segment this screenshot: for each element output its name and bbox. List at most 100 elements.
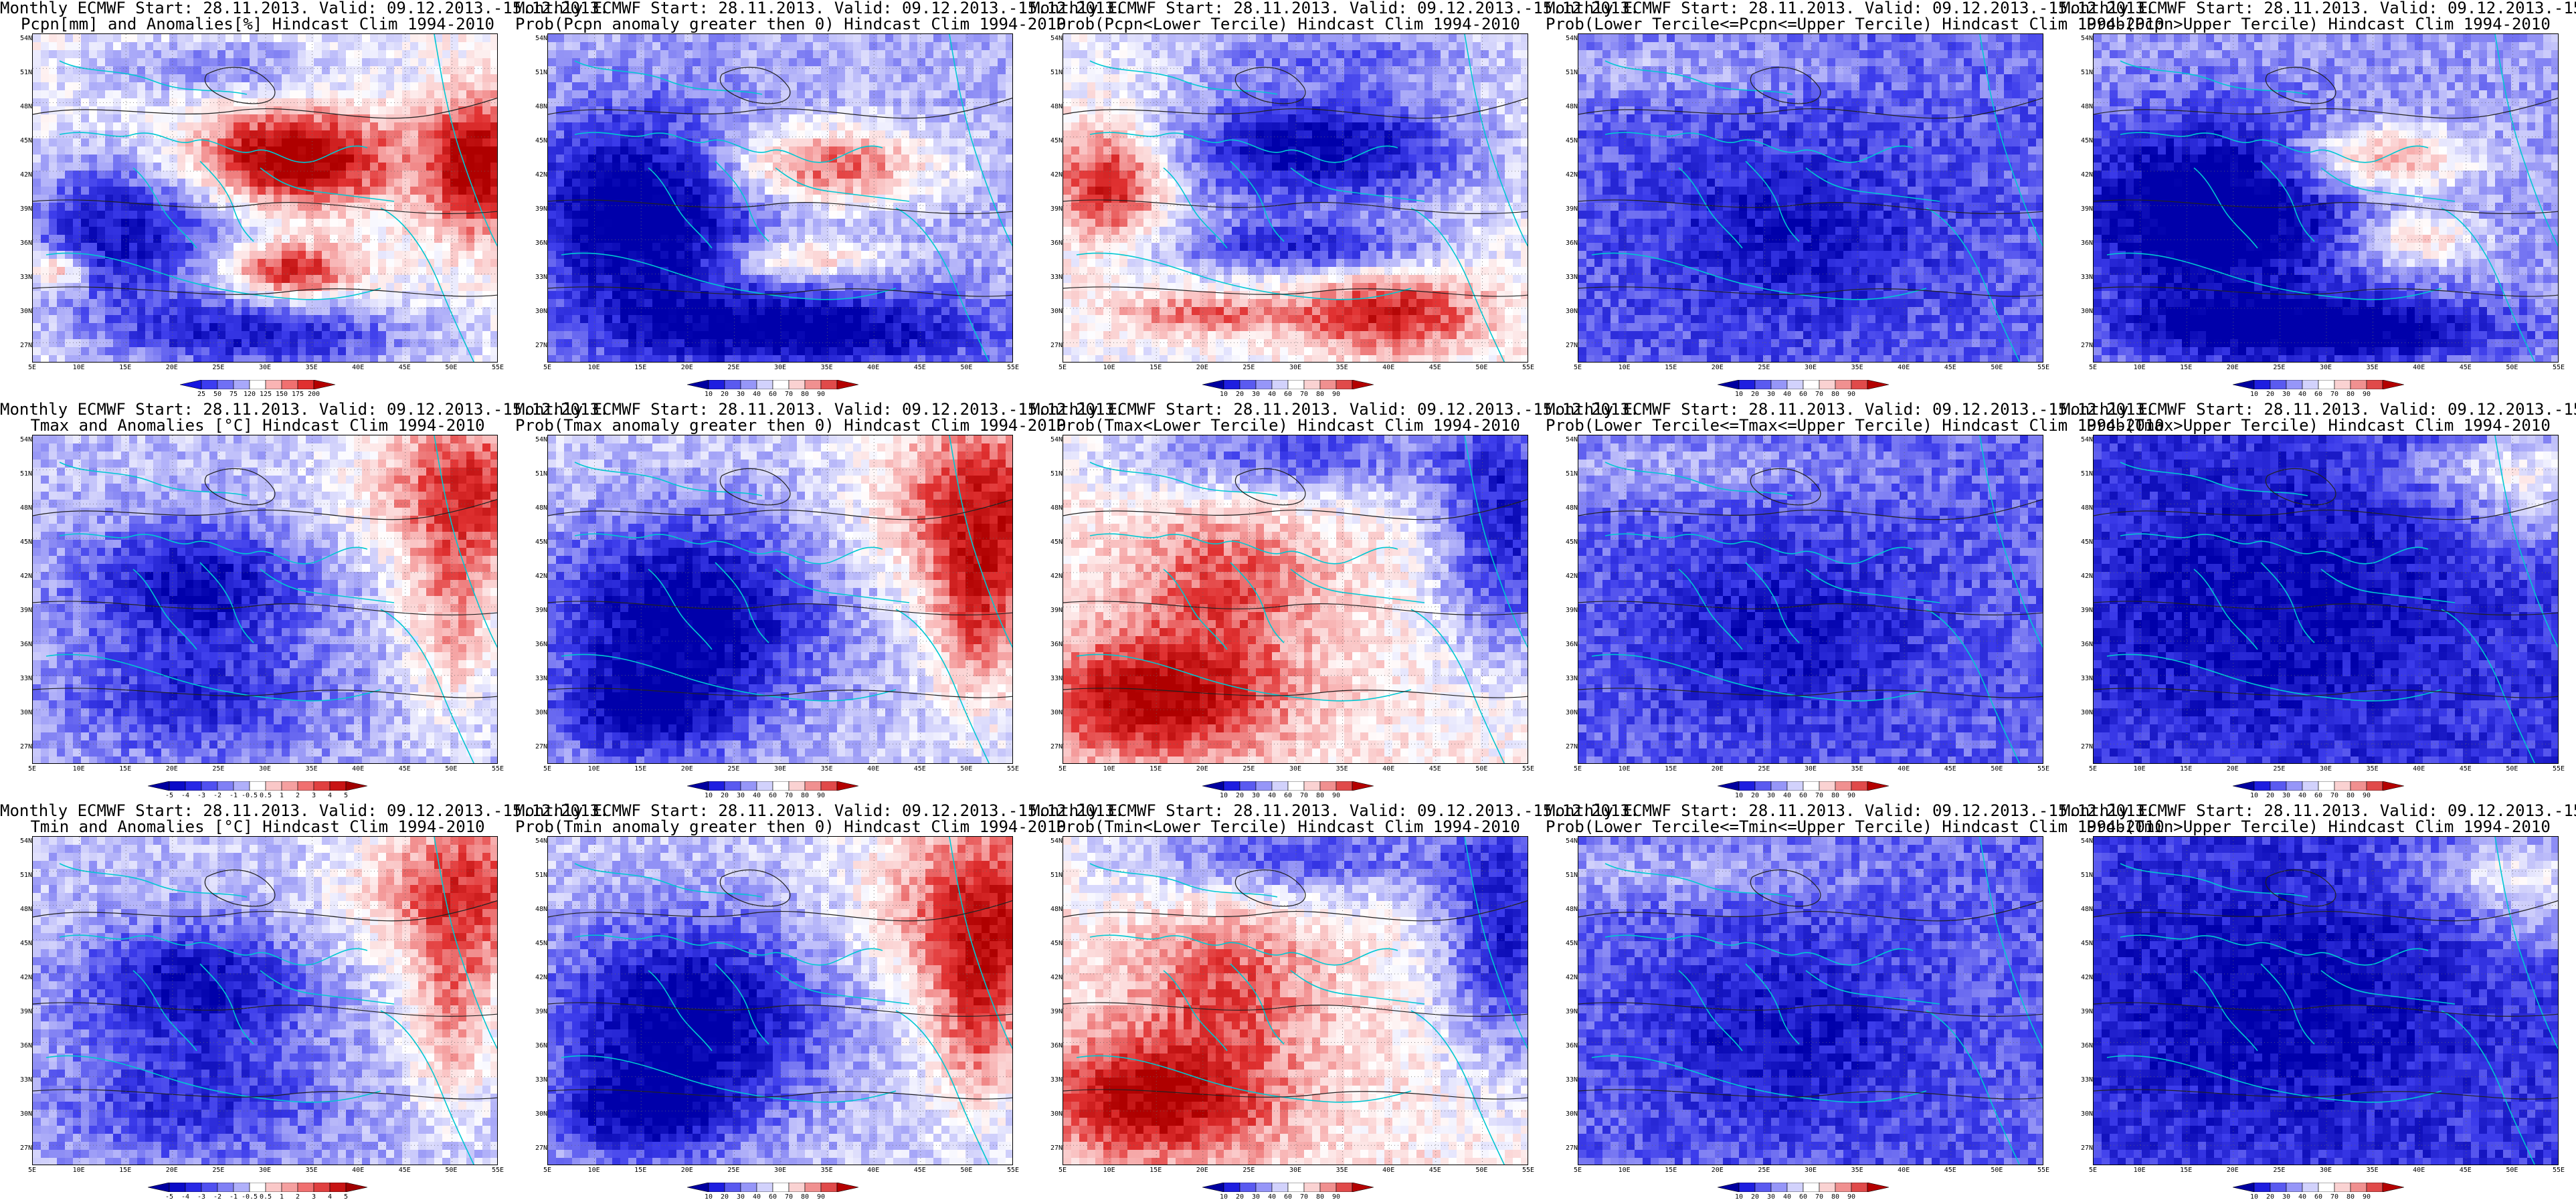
lon-tick-label: 25E [1243, 765, 1255, 773]
lon-tick-label: 35E [2367, 364, 2379, 371]
colorbar [1202, 781, 1374, 791]
lon-tick-label: 30E [259, 1167, 271, 1174]
lon-tick-label: 45E [914, 364, 926, 371]
lon-tick-label: 10E [588, 1167, 600, 1174]
lon-tick-label: 55E [2553, 364, 2565, 371]
panel-title-line2: Prob(Pcpn>Upper Tercile) Hindcast Clim 1… [2061, 16, 2576, 32]
colorbar-segment [2233, 1183, 2255, 1192]
lat-tick-label: 33N [1556, 274, 1578, 281]
lat-tick-label: 33N [2072, 274, 2093, 281]
lon-tick-label: 40E [2413, 1167, 2425, 1174]
colorbar-label: 40 [1268, 1193, 1276, 1201]
colorbar [1718, 380, 1889, 389]
lon-tick-label: 35E [1851, 765, 1863, 773]
map-panel: Monthly ECMWF Start: 28.11.2013. Valid: … [0, 401, 609, 803]
colorbar-segment [1786, 1183, 1804, 1192]
forecast-field [548, 435, 1012, 763]
lon-tick-label: 10E [73, 1167, 85, 1174]
lon-tick-label: 5E [2089, 765, 2097, 773]
colorbar-label: 70 [1815, 1193, 1823, 1201]
colorbar-segment [2270, 1183, 2287, 1192]
panel-title: Monthly ECMWF Start: 28.11.2013. Valid: … [1030, 401, 1639, 433]
colorbar-segment [2302, 781, 2319, 791]
lon-tick-label: 45E [2460, 364, 2472, 371]
lon-tick-label: 25E [727, 1167, 739, 1174]
lat-tick-label: 51N [1041, 872, 1063, 879]
lon-tick-label: 30E [1289, 1167, 1301, 1174]
lon-tick-label: 10E [1103, 765, 1115, 773]
map-panel: Monthly ECMWF Start: 28.11.2013. Valid: … [1030, 401, 1639, 803]
colorbar-segment [1255, 781, 1273, 791]
colorbar-segment [2286, 1183, 2303, 1192]
lon-tick-label: 20E [1196, 765, 1208, 773]
lon-tick-label: 55E [2037, 364, 2049, 371]
lon-tick-label: 30E [774, 1167, 786, 1174]
colorbar-label: -2 [213, 792, 221, 799]
lon-tick-label: 25E [1758, 1167, 1770, 1174]
colorbar-segment [1754, 781, 1772, 791]
forecast-field [33, 837, 497, 1165]
colorbar-label: 80 [1831, 792, 1839, 799]
colorbar-label: 5 [344, 1193, 348, 1201]
colorbar-label: 20 [1236, 1193, 1244, 1201]
colorbar-label: 20 [721, 391, 729, 398]
colorbar-segment [281, 380, 298, 389]
colorbar-label: 70 [1300, 391, 1308, 398]
forecast-map [1578, 836, 2043, 1165]
colorbar-segment [1851, 781, 1868, 791]
lat-tick-label: 51N [526, 69, 547, 76]
colorbar-segment [297, 380, 314, 389]
forecast-field [548, 34, 1012, 362]
lon-tick-label: 20E [2227, 765, 2239, 773]
colorbar-label: 10 [1735, 1193, 1743, 1201]
lon-tick-label: 55E [492, 1167, 504, 1174]
lon-tick-label: 20E [681, 765, 693, 773]
lon-tick-label: 35E [821, 765, 833, 773]
colorbar-label: 25 [197, 391, 205, 398]
lat-tick-label: 54N [11, 35, 32, 42]
lon-tick-label: 20E [1712, 1167, 1724, 1174]
lon-tick-label: 25E [1243, 1167, 1255, 1174]
lat-tick-label: 48N [2072, 103, 2093, 110]
lon-tick-label: 15E [1149, 364, 1162, 371]
lon-tick-label: 40E [2413, 364, 2425, 371]
colorbar-segment [345, 1183, 367, 1192]
lon-tick-label: 20E [166, 1167, 178, 1174]
colorbar-segment [185, 781, 202, 791]
forecast-field [1063, 34, 1528, 362]
colorbar-segment [1271, 781, 1289, 791]
colorbar-label: 4 [328, 792, 332, 799]
colorbar-segment [201, 1183, 218, 1192]
lat-tick-label: 54N [11, 436, 32, 443]
colorbar-segment [1803, 1183, 1820, 1192]
panel-title-line2: Prob(Tmin>Upper Tercile) Hindcast Clim 1… [2061, 819, 2576, 835]
colorbar-segment [1352, 380, 1374, 389]
panel-title: Monthly ECMWF Start: 28.11.2013. Valid: … [515, 803, 1124, 835]
lat-tick-label: 30N [526, 709, 547, 716]
forecast-map [2093, 33, 2559, 363]
colorbar-label: 60 [1284, 391, 1292, 398]
lat-tick-label: 48N [1041, 504, 1063, 512]
colorbar-segment [1352, 1183, 1374, 1192]
colorbar-segment [1786, 781, 1804, 791]
lon-tick-label: 30E [1805, 1167, 1817, 1174]
colorbar-segment [180, 380, 202, 389]
lat-tick-label: 54N [2072, 35, 2093, 42]
colorbar-segment [2366, 1183, 2383, 1192]
lat-tick-label: 45N [526, 538, 547, 546]
colorbar-label: 1 [280, 1193, 284, 1201]
lat-tick-label: 39N [11, 205, 32, 213]
map-panel: Monthly ECMWF Start: 28.11.2013. Valid: … [2061, 803, 2576, 1204]
colorbar-label: 40 [1783, 1193, 1791, 1201]
lat-tick-label: 39N [526, 1008, 547, 1015]
forecast-map [547, 33, 1013, 363]
panel-title-line1: Monthly ECMWF Start: 28.11.2013. Valid: … [2061, 0, 2576, 16]
colorbar-label: 60 [1799, 792, 1807, 799]
colorbar [2233, 1183, 2404, 1192]
colorbar-segment [2334, 1183, 2351, 1192]
panel-title-line1: Monthly ECMWF Start: 28.11.2013. Valid: … [1546, 401, 2154, 417]
lon-tick-label: 30E [1289, 364, 1301, 371]
colorbar-segment [804, 1183, 822, 1192]
colorbar-label: 80 [1831, 391, 1839, 398]
lat-tick-label: 39N [2072, 607, 2093, 614]
